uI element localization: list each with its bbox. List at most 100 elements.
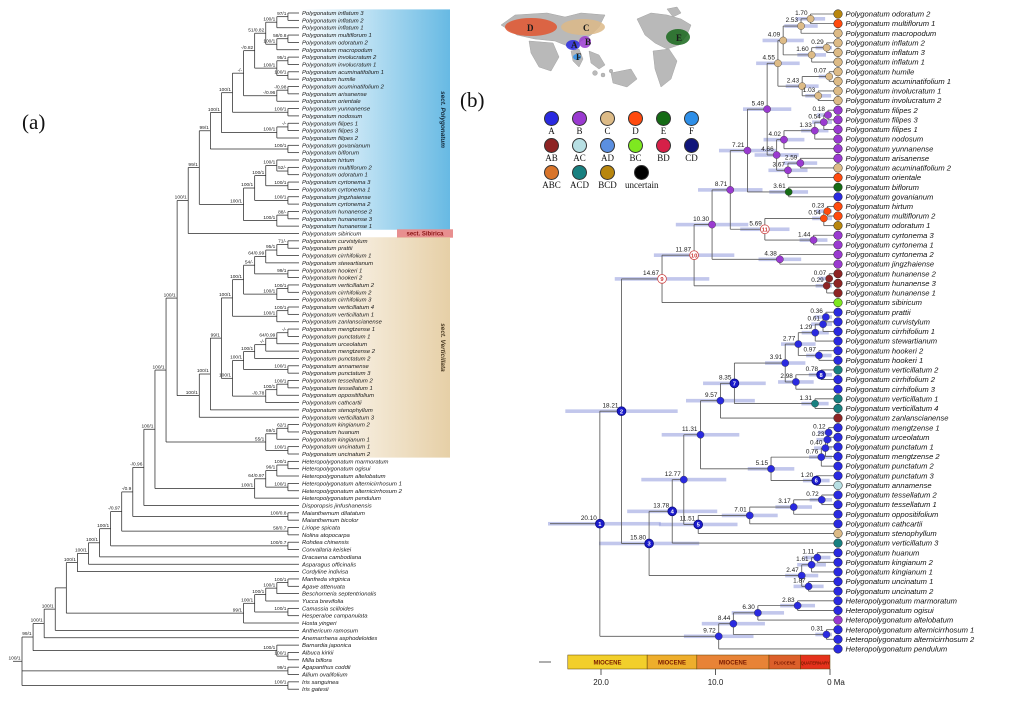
legend-swatch-icon [628,111,643,126]
node-age: 1.87 [793,578,806,585]
map-region-letter: A [571,40,578,50]
tip-label: Polygonatum huanum [846,548,920,557]
tip-label: Heteropolygonatum altelobatum [846,616,954,625]
support-value: 55/1 [255,436,265,442]
tip-label: Polygonatum verticillatum 1 [846,394,939,403]
node-age: 18.21 [602,402,618,409]
tip-label: Heteropolygonatum pendulum [846,645,948,654]
support-value: 100/1 [230,199,242,205]
tip-label: Polygonatum verticillatum 1 [302,312,374,318]
node-age: 10.30 [693,216,709,223]
tip-label: Maianthemum dilatatum [302,511,365,517]
node-age: 0.18 [812,106,825,113]
node-age: 3.91 [770,354,783,361]
tip-label: Polygonatum hunanense 2 [302,209,373,215]
node-age: 0.07 [814,270,827,277]
tip-label: Polygonatum urceolatum [846,433,930,442]
tip-label: Polygonatum orientale [302,99,361,105]
support-value: 100/1 [263,127,275,133]
legend-swatch-icon [572,111,587,126]
node-age: 0.23 [812,202,825,209]
tip-label: Polygonatum biflorum [302,151,359,157]
support-value: 64/0.99 [248,251,264,257]
node-dot [774,59,782,68]
tip-label: Polygonatum uncinatum 1 [302,445,370,451]
tip-dot [833,355,843,365]
tip-label: Polygonatum multiflorum 2 [302,165,372,171]
tip-dot [833,124,843,134]
legend-swatch-icon [656,138,671,153]
tip-label: Milla biflora [302,658,333,664]
node-age: 8.35 [719,375,732,382]
tip-label: Polygonatum prattii [302,246,353,252]
panel-b-label: (b) [460,88,485,112]
tip-label: Heteropolygonatum alternicirrhosum 1 [846,625,975,634]
tip-label: Polygonatum odoratum 1 [846,221,931,230]
timescale-period [800,654,831,670]
support-value: 64/0.99 [259,332,275,338]
tip-dot [833,105,843,115]
node-dot [776,255,784,264]
tip-dot [833,38,843,48]
tip-label: Polygonatum hunanense 1 [846,289,936,298]
tip-label: Polygonatum cyrtonema 3 [846,231,935,240]
tip-dot [833,490,843,500]
panel-a-cladogram: sect. Polygonatum sect. Sibirica sect. Ver… [8,9,453,693]
legend-item-CD: CD [681,138,702,163]
legend-item-uncertain: uncertain [625,165,658,190]
tip-label: Dracaena cambodiana [302,555,362,561]
tip-label: Polygonatum hirtum [302,158,354,164]
support-value: 58/0.7 [273,525,287,531]
tip-dot [833,500,843,510]
support-value: 99/1 [211,332,221,338]
tip-label: Polygonatum punctatum 1 [846,443,934,452]
tip-label: Iris gatesii [302,687,329,693]
node-dot [823,435,832,444]
tip-label: Liriope spicata [302,526,341,532]
tip-label: Polygonatum oppositifolium [846,510,939,519]
support-value: 100/1 [274,481,286,487]
legend-label: AB [545,153,558,163]
tip-dot [833,240,843,250]
tip-dot [833,115,843,125]
node-age: 0.07 [814,68,827,75]
support-value: 100/0.8 [270,511,286,517]
tip-dot [833,403,843,413]
tip-label: Polygonatum mengtzense 2 [846,452,941,461]
tip-label: Polygonatum hunanense 1 [302,224,372,230]
tip-label: Polygonatum kingianum 2 [302,423,371,429]
legend-swatch-icon [600,138,615,153]
tip-dot [833,288,843,298]
node-dot [679,475,688,484]
tip-label: Polygonatum cyrtonema 3 [302,180,371,186]
support-value: 64/0.97 [248,473,264,479]
node-dot [811,328,820,337]
tip-dot [833,269,843,279]
tip-label: Asparagus officinalis [301,562,356,568]
tip-label: Polygonatum filipes 1 [302,121,358,127]
support-value: 58/0.8 [273,33,287,39]
calibration-node [667,506,678,517]
support-value: 99/1 [200,125,210,131]
support-value: -/0.96 [263,90,276,96]
map-region-B [579,36,591,48]
timescale-period-label: MIOCENE [593,661,621,667]
support-value: 100/1 [274,305,286,311]
support-value: 100/1 [241,346,253,352]
tip-label: Polygonatum hookeri 1 [846,356,924,365]
support-value: 69/1 [266,428,276,434]
tip-dot [833,47,843,58]
node-dot [763,105,771,113]
calibration-number: 10 [691,253,697,259]
tip-label: Polygonatum hunanense 3 [846,279,937,288]
map-region-letter: F [576,52,582,62]
legend-item-AD: AD [597,138,618,163]
tip-label: Heteropolygonatum pendulum [302,496,381,502]
node-dot [806,15,815,23]
tip-dot [833,548,843,558]
support-value: 100/1 [263,215,275,221]
tip-label: Polygonatum kingianum 1 [846,568,933,577]
tip-dot [833,615,843,625]
tip-label: Polygonatum cyrtonema 2 [302,202,371,208]
